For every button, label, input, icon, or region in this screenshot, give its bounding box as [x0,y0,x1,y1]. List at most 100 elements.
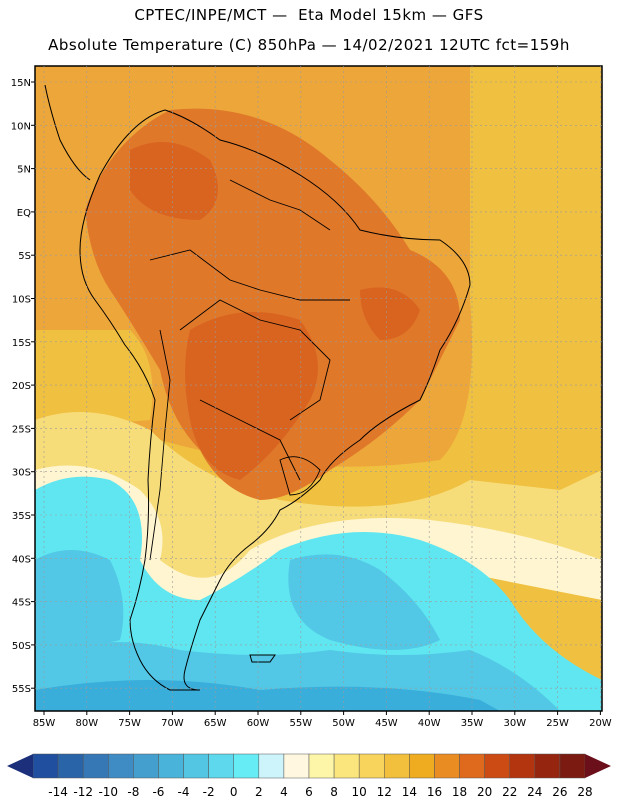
border-2 [179,299,331,421]
lon-label: 30W [503,718,526,729]
border-4 [149,329,171,561]
colorbar-label: 0 [230,785,238,799]
colorbar-box [158,753,184,779]
colorbar-high-arrow [585,754,611,778]
lon-label: 60W [247,718,270,729]
central-america-coast [44,84,91,181]
colorbar-box [333,753,360,779]
colorbar-label: 20 [477,785,492,799]
border-1 [149,249,350,301]
colorbar-label: -2 [203,785,215,799]
lat-label: 25S [12,424,31,435]
colorbar-label: 18 [452,785,467,799]
lon-label: 75W [118,718,141,729]
lon-label: 80W [75,718,98,729]
border-3 [199,399,301,481]
colorbar-box [534,753,561,779]
lon-label: 55W [289,718,312,729]
colorbar-label: 10 [352,785,367,799]
lat-label: 35S [12,511,31,522]
lat-label: 55S [12,684,31,695]
colorbar-box [133,753,159,779]
mild-pacific-region [35,330,153,430]
colorbar-label: 6 [305,785,313,799]
colorbar-box [57,753,84,779]
lat-label: 15S [12,338,31,349]
colorbar-box [283,753,310,779]
colorbar-box [208,753,234,779]
lat-label: 10S [12,295,31,306]
coastlines [44,84,471,691]
lat-label: 50S [12,641,31,652]
map-frame [34,65,603,712]
lat-label: 45S [12,598,31,609]
lon-label: 20W [589,718,612,729]
colorbar-low-arrow [7,754,33,778]
map-fill [35,66,602,711]
colorbar-label: 4 [280,785,288,799]
colorbar-box [559,753,586,779]
light-blue-region-2 [288,554,440,650]
lat-label: 15N [11,78,31,89]
lat-label: 5N [17,165,31,176]
lat-label: 40S [12,554,31,565]
lat-label: 30S [12,468,31,479]
colorbar-label: -8 [127,785,139,799]
colorbar-box [358,753,385,779]
lon-label: 50W [332,718,355,729]
lat-label: 5S [18,251,31,262]
colorbar-box [108,753,134,779]
colorbar-box [459,753,485,779]
colorbar-box [233,753,260,779]
border-5 [229,179,331,231]
graticule [31,66,602,715]
colorbar-label: -10 [98,785,118,799]
lat-label: 10N [11,121,31,132]
colorbar-box [183,753,209,779]
lon-label: 85W [33,718,56,729]
longitude-labels: 85W 80W 75W 70W 65W 60W 55W 50W 45W 40W 35W 30W 25W 2… [33,718,612,729]
colorbar-label: -6 [152,785,164,799]
colorbar-box [308,753,335,779]
colorbar-box [82,753,109,779]
blue-region [35,680,500,711]
very-hot-north [130,142,218,220]
lon-label: 40W [418,718,441,729]
colorbar-label: 24 [527,785,542,799]
lon-label: 70W [161,718,184,729]
very-hot-east [360,287,420,340]
colorbar-box [484,753,510,779]
colorbar-box [409,753,435,779]
colorbar-label: 28 [577,785,592,799]
colorbar-box [258,753,285,779]
title-line-2: Absolute Temperature (C) 850hPa — 14/02/… [48,36,570,54]
colorbar-label: 16 [427,785,442,799]
latitude-labels: 15N 10N 5N EQ 5S 10S 15S 20S 25S 30S 35S 40S 45S 50S 5… [11,78,31,695]
light-blue-region [35,550,124,660]
colorbar-label: 22 [502,785,517,799]
colorbar-box [32,753,59,779]
colorbar-label: 12 [377,785,392,799]
lon-label: 35W [461,718,484,729]
uruguay-border [279,456,321,496]
colorbar-box [509,753,536,779]
lon-label: 65W [204,718,227,729]
south-america-coast [79,109,471,691]
title-line-1: CPTEC/INPE/MCT — Eta Model 15km — GFS [134,6,484,24]
colorbar-label: -4 [178,785,190,799]
colorbar-label: 8 [330,785,338,799]
colorbar-boxes [32,753,586,779]
country-borders [149,179,350,561]
lon-label: 25W [546,718,569,729]
falklands [249,654,276,663]
lon-label: 45W [375,718,398,729]
colorbar-label: 14 [402,785,417,799]
colorbar-label: 26 [552,785,567,799]
colorbar-label: 2 [255,785,263,799]
colorbar-box [434,753,460,779]
colorbar-label: -12 [73,785,93,799]
lat-label: 20S [12,381,31,392]
colorbar-label: -14 [48,785,68,799]
